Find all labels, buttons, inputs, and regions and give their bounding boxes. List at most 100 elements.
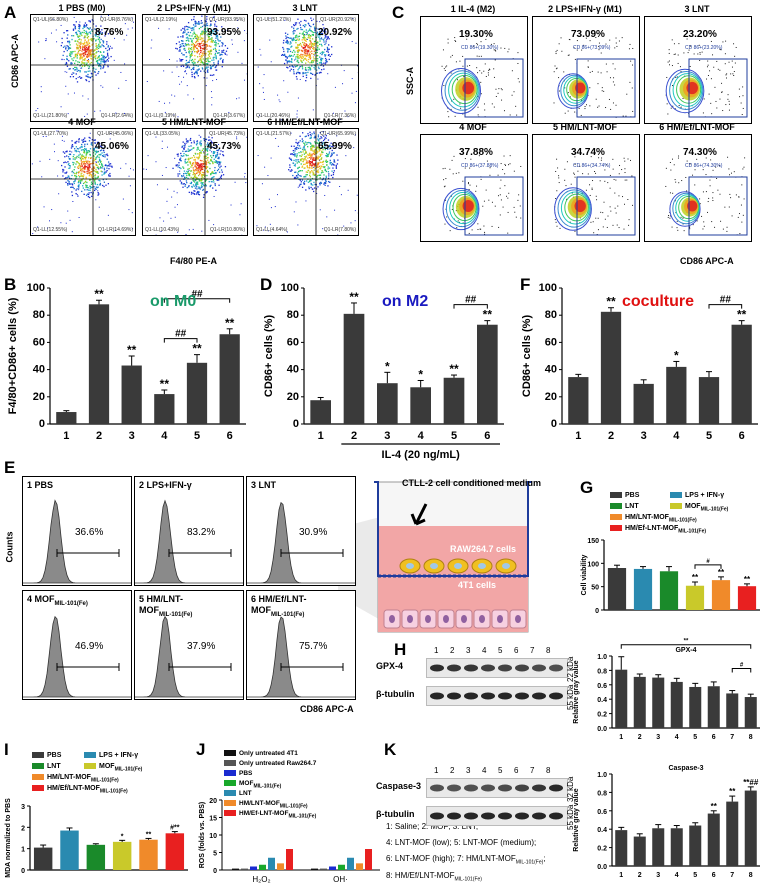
x-tick-label: H₂O₂ bbox=[252, 875, 270, 884]
quadrant-label-lr: Q1-LR(14.69%) bbox=[97, 227, 133, 233]
x-tick-label: OH· bbox=[333, 875, 348, 884]
legend-swatch bbox=[84, 752, 96, 759]
bar bbox=[711, 580, 731, 610]
y-tick-label: 1.0 bbox=[597, 772, 607, 779]
bar bbox=[744, 790, 757, 866]
panel-letter-f: F bbox=[520, 275, 531, 294]
legend-swatch bbox=[224, 790, 236, 797]
panel-a-dot-plot: Q1-UL(27.70%) Q1-UR(45.06%) Q1-LL(12.55%) Q… bbox=[30, 128, 136, 236]
sample-legend-line-1: 1: Saline; 2: MOF; 3: LNT; bbox=[386, 822, 478, 831]
gate-percent: 30.9% bbox=[299, 527, 328, 538]
histogram-curve bbox=[247, 616, 355, 698]
tumor-cell-nucleus bbox=[425, 615, 431, 623]
tumor-cell-nucleus bbox=[443, 615, 449, 623]
panel-c-plot-title: 2 LPS+IFN-γ (M1) bbox=[548, 4, 622, 14]
y-axis-label: Relative gray value bbox=[573, 660, 580, 724]
x-tick-label: 5 bbox=[451, 430, 457, 442]
quadrant-label-ll: Q1-LL(0.19%) bbox=[145, 113, 177, 119]
y-axis-label: CD86+ cells (%) bbox=[263, 315, 275, 398]
bar bbox=[241, 868, 248, 870]
legend-swatch bbox=[32, 785, 44, 792]
x-tick-label: 1 bbox=[619, 872, 623, 879]
lane-number: 8 bbox=[546, 646, 551, 655]
blot-band bbox=[515, 784, 529, 792]
blot-band bbox=[515, 812, 529, 820]
bar bbox=[347, 857, 354, 870]
significance-mark: ** bbox=[729, 787, 736, 796]
significance-mark: ** bbox=[160, 377, 170, 391]
blot-band bbox=[532, 664, 546, 672]
bar bbox=[652, 828, 665, 866]
panel-c-x-axis-label: CD86 APC-A bbox=[680, 256, 734, 266]
x-tick-label: 7 bbox=[730, 872, 734, 879]
bar bbox=[338, 864, 345, 870]
histogram-plot: 30.9% 3 LNT bbox=[246, 476, 356, 586]
bar bbox=[737, 586, 757, 610]
raw-cell-nucleus bbox=[406, 563, 414, 569]
y-tick-label: 80 bbox=[545, 309, 557, 321]
legend-item: HM/Ef-LNT-MOFMIL-101(Fe) bbox=[224, 810, 316, 819]
legend-item: HM/LNT-MOFMIL-101(Fe) bbox=[32, 774, 119, 783]
y-tick-label: 60 bbox=[545, 336, 557, 348]
significance-mark: * bbox=[418, 367, 423, 381]
panel-letter-h: H bbox=[394, 640, 407, 659]
gate-percent: 74.30% bbox=[683, 147, 717, 158]
bracket-label: ## bbox=[191, 289, 203, 300]
significance-mark: ** bbox=[349, 290, 359, 304]
panel-c-plot-title: 6 HM/Ef/LNT-MOF bbox=[659, 122, 735, 132]
bracket-label: ## bbox=[465, 295, 477, 306]
kda-marker: 32 kDa bbox=[566, 776, 575, 802]
y-tick-label: 3 bbox=[21, 804, 25, 811]
blot-band bbox=[481, 692, 495, 700]
quadrant-label-lr: Q1-LR(10.80%) bbox=[209, 227, 245, 233]
quadrant-label-ul: Q1-UL(27.70%) bbox=[33, 131, 69, 137]
bar bbox=[726, 801, 739, 866]
blot-band bbox=[430, 692, 444, 700]
legend-item: Only untreated Raw264.7 bbox=[224, 760, 316, 767]
bracket-label: # bbox=[740, 663, 744, 669]
legend-swatch bbox=[670, 492, 682, 499]
lane-number: 1 bbox=[434, 766, 439, 775]
lane-number: 4 bbox=[482, 766, 487, 775]
bar bbox=[633, 676, 646, 728]
bar bbox=[615, 669, 628, 728]
blot-band bbox=[549, 812, 563, 820]
quadrant-label-ll: Q1-LL(10.43%) bbox=[145, 227, 180, 233]
bar bbox=[112, 841, 132, 870]
chart-title: GPX-4 bbox=[675, 647, 696, 654]
bar bbox=[731, 324, 752, 424]
legend-swatch bbox=[610, 514, 622, 521]
bar bbox=[154, 394, 175, 424]
blot-band bbox=[498, 664, 512, 672]
quadrant-label-ur: Q1-UR(65.99%) bbox=[320, 131, 356, 137]
panel-c-contour-plot: 23.20% CD 86+(23.20%) bbox=[644, 16, 752, 124]
lane-number: 2 bbox=[450, 766, 455, 775]
legend-swatch bbox=[224, 760, 236, 767]
bar bbox=[377, 383, 398, 424]
histogram-title: 2 LPS+IFN-γ bbox=[139, 480, 192, 490]
y-tick-label: 20 bbox=[545, 391, 557, 403]
y-axis-label: ROS (folds vs. PBS) bbox=[199, 802, 206, 869]
histogram-plot: 37.9% 5 HM/LNT- MOFMIL-101(Fe) bbox=[134, 590, 244, 700]
gate-percent: 37.88% bbox=[459, 147, 493, 158]
transwell-upper-label: RAW264.7 cells bbox=[450, 544, 517, 554]
tumor-cell-nucleus bbox=[479, 615, 485, 623]
legend-item: MOFMIL-101(Fe) bbox=[670, 503, 728, 512]
panel-a-plot-title: 6 HM/Ef/LNT-MOF bbox=[267, 117, 343, 127]
significance-mark: ** bbox=[94, 287, 104, 301]
legend-swatch bbox=[610, 525, 622, 532]
y-tick-label: 0.2 bbox=[597, 846, 607, 853]
y-tick-label: 5 bbox=[213, 851, 217, 858]
histogram-plot: 75.7% 6 HM/Ef/LNT- MOFMIL-101(Fe) bbox=[246, 590, 356, 700]
lane-number: 3 bbox=[466, 766, 471, 775]
bar bbox=[652, 677, 665, 728]
bracket-label: ## bbox=[720, 295, 732, 306]
blot-band bbox=[481, 812, 495, 820]
target-blot bbox=[426, 778, 568, 798]
significance-bracket bbox=[620, 644, 752, 649]
bar bbox=[56, 412, 77, 424]
bar bbox=[633, 383, 654, 424]
significance-mark: ** bbox=[711, 802, 718, 811]
blot-band bbox=[464, 692, 478, 700]
blot-band bbox=[498, 692, 512, 700]
